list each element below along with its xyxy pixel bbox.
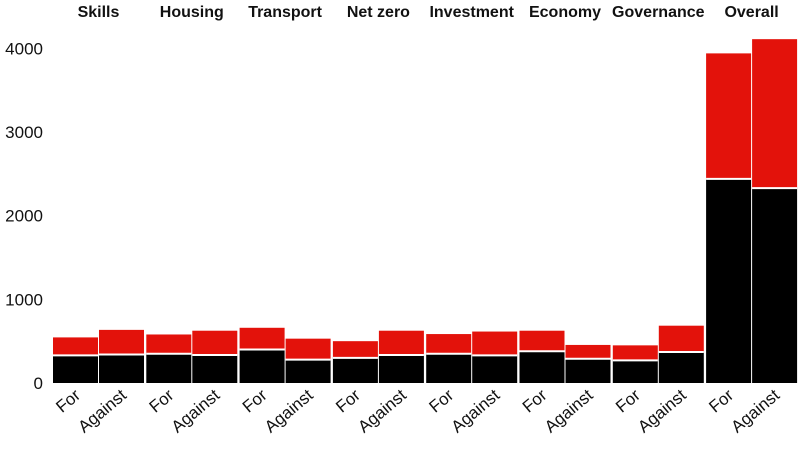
y-tick-label: 3000 [5,123,43,142]
category-label: For [426,385,458,416]
panel-title: Transport [248,4,322,21]
panel-background [426,40,518,383]
category-label: Against [448,385,504,436]
bar-segment-top [53,337,98,356]
category-label: Against [541,385,597,436]
panel-background [239,40,331,383]
panel-background [53,40,144,383]
category-label: For [332,385,364,416]
panel-title: Overall [724,4,778,21]
bar-segment-top [426,334,472,354]
y-tick-label: 0 [34,374,43,393]
y-axis: 0 1000 2000 3000 4000 [5,39,43,393]
y-tick-label: 2000 [5,207,43,226]
panel-background [332,40,424,383]
panel-title: Net zero [347,4,410,21]
bar-segment-top [565,344,611,359]
category-label: Against [261,385,317,436]
category-label: For [52,385,84,416]
category-label: Against [168,385,224,436]
bar-segment-bottom [519,351,565,383]
category-label: For [705,385,737,416]
bar-segment-bottom [565,358,611,383]
category-label: Against [634,385,690,436]
bar-segment-bottom [192,354,238,383]
bar-segment-top [285,338,331,360]
category-label: For [239,385,271,416]
category-label: For [612,385,644,416]
category-label: Against [74,385,130,436]
bar-segment-top [612,345,658,361]
panel-title: Economy [529,4,601,21]
bar-segment-top [239,327,285,350]
category-label: Against [728,385,784,436]
y-tick-label: 4000 [5,39,43,58]
bar-segment-top [99,329,144,355]
bar-segment-top [146,334,192,354]
bar-segment-top [752,39,798,189]
category-label: For [146,385,178,416]
panel-background [519,40,611,383]
bar-segment-bottom [752,188,798,383]
y-tick-label: 1000 [5,290,43,309]
bar-segment-top [706,53,752,179]
bar-segment-bottom [239,349,285,383]
bar-segment-bottom [658,352,704,383]
category-label: Against [354,385,410,436]
bar-segment-top [472,331,518,356]
bar-segment-top [519,330,565,352]
bar-segment-top [378,330,424,355]
bar-segment-bottom [146,353,192,383]
category-label: For [519,385,551,416]
panel-title: Investment [429,4,514,21]
bar-segment-bottom [706,178,752,383]
bar-segment-bottom [53,355,98,383]
bar-segment-bottom [99,354,144,383]
bar-segment-top [332,341,378,358]
bar-segment-bottom [612,360,658,383]
bar-segment-top [192,330,238,355]
bar-segment-top [658,325,704,353]
panel-title: Housing [160,4,224,21]
bar-segment-bottom [332,357,378,383]
panel-background [146,40,238,383]
bar-segment-bottom [472,355,518,383]
panel-title: Governance [612,4,705,21]
bar-segment-bottom [426,353,472,383]
chart-panels: SkillsForAgainstHousingForAgainstTranspo… [52,4,798,437]
bar-segment-bottom [285,359,331,383]
panel-title: Skills [78,4,120,21]
bar-segment-bottom [378,354,424,383]
